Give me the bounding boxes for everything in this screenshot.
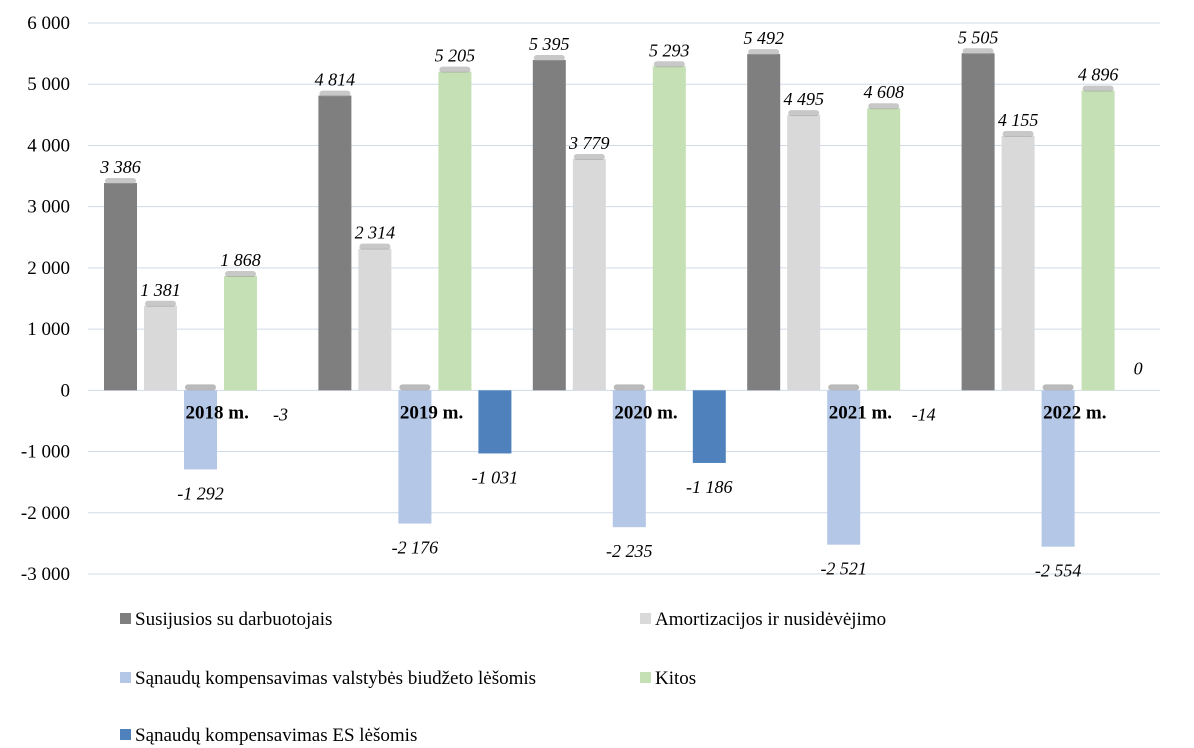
legend-swatch xyxy=(120,613,131,624)
bar-cap xyxy=(573,153,605,160)
bar-cap xyxy=(105,178,136,185)
data-label: 5 205 xyxy=(435,46,476,66)
bar-cap xyxy=(439,66,471,73)
bar-cap xyxy=(1042,384,1074,391)
data-label: 1 868 xyxy=(220,250,261,270)
data-label: 1 381 xyxy=(140,280,181,300)
y-tick-label: 2 000 xyxy=(27,258,70,279)
bar xyxy=(572,158,606,391)
data-label: -14 xyxy=(912,404,936,424)
bar xyxy=(398,390,432,524)
bar xyxy=(104,183,137,391)
legend-label: Sąnaudų kompensavimas valstybės biudžeto… xyxy=(135,668,536,689)
category-label: 2019 m. xyxy=(400,402,463,423)
y-tick-label: 0 xyxy=(61,380,71,401)
bar xyxy=(692,390,726,463)
bar-cap xyxy=(225,270,256,277)
bar xyxy=(867,108,901,391)
category-label: 2021 m. xyxy=(829,402,892,423)
bar-cap xyxy=(185,384,216,391)
y-tick-label: 1 000 xyxy=(27,319,70,340)
bar xyxy=(747,54,781,391)
bar-cap xyxy=(399,384,431,391)
legend-swatch xyxy=(640,672,651,683)
legend-swatch xyxy=(120,672,131,683)
data-label: -2 554 xyxy=(1035,561,1082,581)
bar-cap xyxy=(828,384,860,391)
data-label: -2 521 xyxy=(820,559,867,579)
y-tick-label: 3 000 xyxy=(27,197,70,218)
bar-cap xyxy=(653,61,685,68)
data-label: 4 814 xyxy=(315,70,356,90)
bar xyxy=(224,275,257,391)
bar-cap xyxy=(748,49,780,56)
y-tick-label: -2 000 xyxy=(21,503,70,524)
bar-cap xyxy=(1082,85,1114,92)
data-label: 3 386 xyxy=(99,157,141,177)
data-label: -1 292 xyxy=(177,483,224,503)
category-label: 2022 m. xyxy=(1043,402,1106,423)
legend-label: Amortizacijos ir nusidėvėjimo xyxy=(655,609,886,630)
bar-cap xyxy=(359,243,391,250)
data-label: 4 608 xyxy=(863,82,904,102)
category-label: 2018 m. xyxy=(186,402,249,423)
data-label: -1 031 xyxy=(472,467,519,487)
bar-cap xyxy=(613,384,645,391)
data-label: 5 395 xyxy=(529,34,570,54)
bar xyxy=(358,248,392,391)
bar-cap xyxy=(319,90,351,97)
data-label: 3 779 xyxy=(568,133,610,153)
legend-swatch xyxy=(120,729,131,740)
data-label: -2 176 xyxy=(392,538,439,558)
bar xyxy=(184,390,217,470)
bar xyxy=(1001,135,1035,391)
data-label: -3 xyxy=(273,404,288,424)
bar xyxy=(652,66,686,391)
bar xyxy=(478,390,512,454)
y-tick-label: 4 000 xyxy=(27,135,70,156)
data-label: 5 293 xyxy=(649,40,690,60)
data-label: -2 235 xyxy=(606,541,653,561)
bar-cap xyxy=(788,110,820,117)
bar xyxy=(787,115,821,391)
bar xyxy=(961,53,995,391)
data-label: 4 495 xyxy=(783,89,824,109)
bar-cap xyxy=(868,103,900,110)
data-label: 0 xyxy=(1134,358,1143,378)
y-tick-label: 6 000 xyxy=(27,13,70,34)
data-label: 5 492 xyxy=(743,28,784,48)
bar xyxy=(438,71,472,391)
bar xyxy=(532,60,566,391)
data-label: -1 186 xyxy=(686,477,733,497)
legend-swatch xyxy=(640,613,651,624)
bar xyxy=(144,305,177,391)
legend-label: Kitos xyxy=(655,668,696,689)
y-tick-label: 5 000 xyxy=(27,74,70,95)
category-label: 2020 m. xyxy=(614,402,677,423)
bar-cap xyxy=(962,48,994,55)
bar xyxy=(318,95,352,391)
data-label: 2 314 xyxy=(355,223,396,243)
bar xyxy=(827,390,861,545)
data-label: 4 155 xyxy=(998,110,1039,130)
legend-label: Sąnaudų kompensavimas ES lėšomis xyxy=(135,725,417,746)
bar-cap xyxy=(533,55,565,62)
bar xyxy=(612,390,646,528)
legend-label: Susijusios su darbuotojais xyxy=(135,609,332,630)
bar-cap xyxy=(145,300,176,307)
data-label: 5 505 xyxy=(958,27,999,47)
bar xyxy=(1041,390,1075,547)
bar-cap xyxy=(1002,130,1034,137)
y-tick-label: -3 000 xyxy=(21,564,70,585)
bar xyxy=(1081,90,1115,391)
y-tick-label: -1 000 xyxy=(21,442,70,463)
data-label: 4 896 xyxy=(1078,65,1119,85)
